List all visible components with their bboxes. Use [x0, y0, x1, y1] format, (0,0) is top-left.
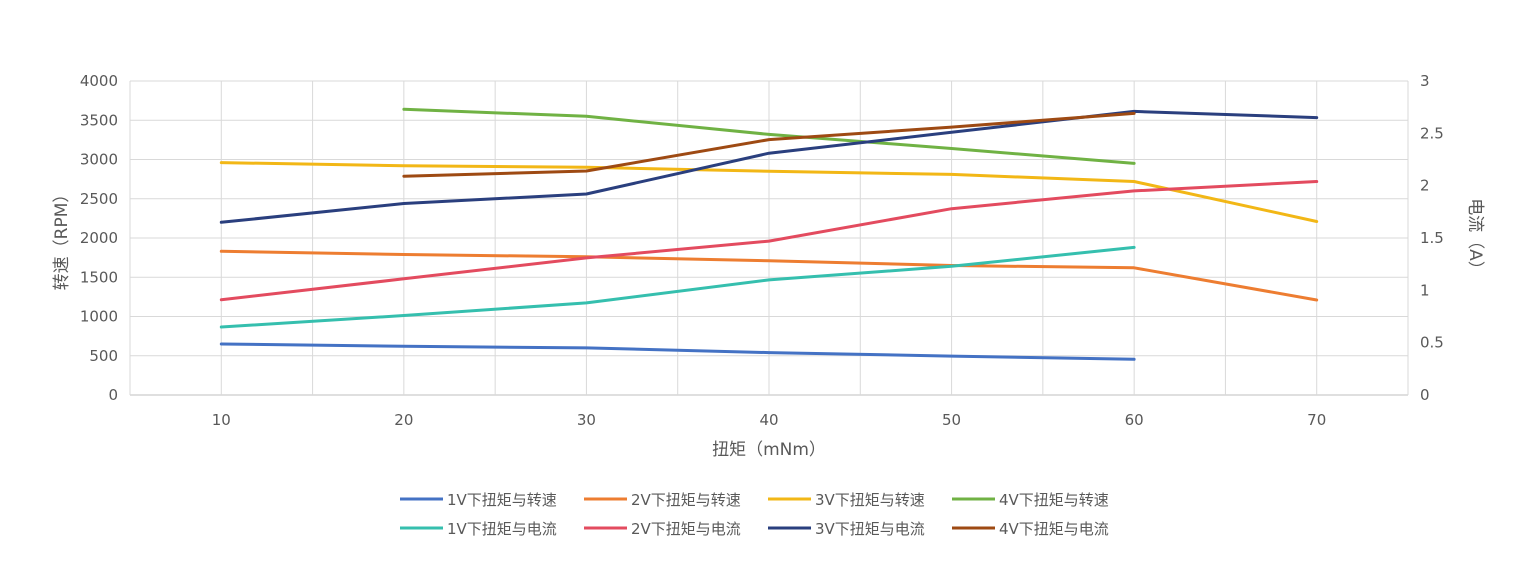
series-line-2	[219, 249, 1319, 302]
y-tick-label-left: 500	[89, 347, 118, 365]
legend-label: 2V下扭矩与电流	[631, 520, 741, 538]
legend-label: 4V下扭矩与转速	[999, 491, 1109, 509]
y-tick-label-right: 1	[1420, 281, 1430, 299]
y-tick-label-left: 1500	[80, 268, 118, 286]
legend-label: 2V下扭矩与转速	[631, 491, 741, 509]
y-tick-label-right: 2.5	[1420, 124, 1444, 142]
y-axis-title-left: 转速（RPM）	[52, 186, 72, 291]
series-line-3	[219, 161, 1319, 223]
grid-layer	[129, 80, 1409, 396]
legend: 1V下扭矩与转速 2V下扭矩与转速 3V下扭矩与转速 4V下扭矩与转速 1V下扭矩与电流…	[400, 491, 1109, 538]
y-tick-label-right: 3	[1420, 72, 1430, 90]
series-line-1	[219, 342, 1136, 361]
x-tick-label: 60	[1125, 411, 1144, 429]
series-line-5	[219, 245, 1136, 329]
series-line-6	[219, 180, 1319, 302]
series-line-8	[402, 111, 1136, 178]
y-tick-label-left: 3500	[80, 111, 118, 129]
y-tick-label-left: 1000	[80, 308, 118, 326]
legend-label: 4V下扭矩与电流	[999, 520, 1109, 538]
y-tick-label-right: 0.5	[1420, 334, 1444, 352]
y-axis-title-right: 电流（A）	[1465, 198, 1485, 278]
y-tick-label-left: 2000	[80, 229, 118, 247]
y-tick-label-right: 0	[1420, 386, 1430, 404]
y-tick-label-left: 2500	[80, 190, 118, 208]
x-tick-label: 30	[577, 411, 596, 429]
y-tick-label-left: 3000	[80, 151, 118, 169]
label-layer: 扭矩（mNm） 转速（RPM） 电流（A）	[52, 186, 1485, 460]
axis-layer: 0 500 1000 1500 2000 2500 3000 3500 4000 0 0.5 1 1.5…	[80, 72, 1444, 429]
x-tick-label: 20	[394, 411, 413, 429]
x-tick-label: 70	[1307, 411, 1326, 429]
x-tick-label: 10	[212, 411, 231, 429]
series-line-4	[402, 107, 1136, 165]
y-tick-label-right: 1.5	[1420, 229, 1444, 247]
x-tick-label: 50	[942, 411, 961, 429]
series-line-7	[219, 109, 1319, 224]
y-tick-label-left: 0	[108, 386, 118, 404]
x-tick-label: 40	[759, 411, 778, 429]
y-tick-label-right: 2	[1420, 177, 1430, 195]
y-tick-label-left: 4000	[80, 72, 118, 90]
series-layer	[219, 107, 1319, 361]
legend-label: 3V下扭矩与转速	[815, 491, 925, 509]
legend-label: 3V下扭矩与电流	[815, 520, 925, 538]
legend-label: 1V下扭矩与电流	[447, 520, 557, 538]
x-axis-title: 扭矩（mNm）	[712, 440, 826, 460]
legend-label: 1V下扭矩与转速	[447, 491, 557, 509]
